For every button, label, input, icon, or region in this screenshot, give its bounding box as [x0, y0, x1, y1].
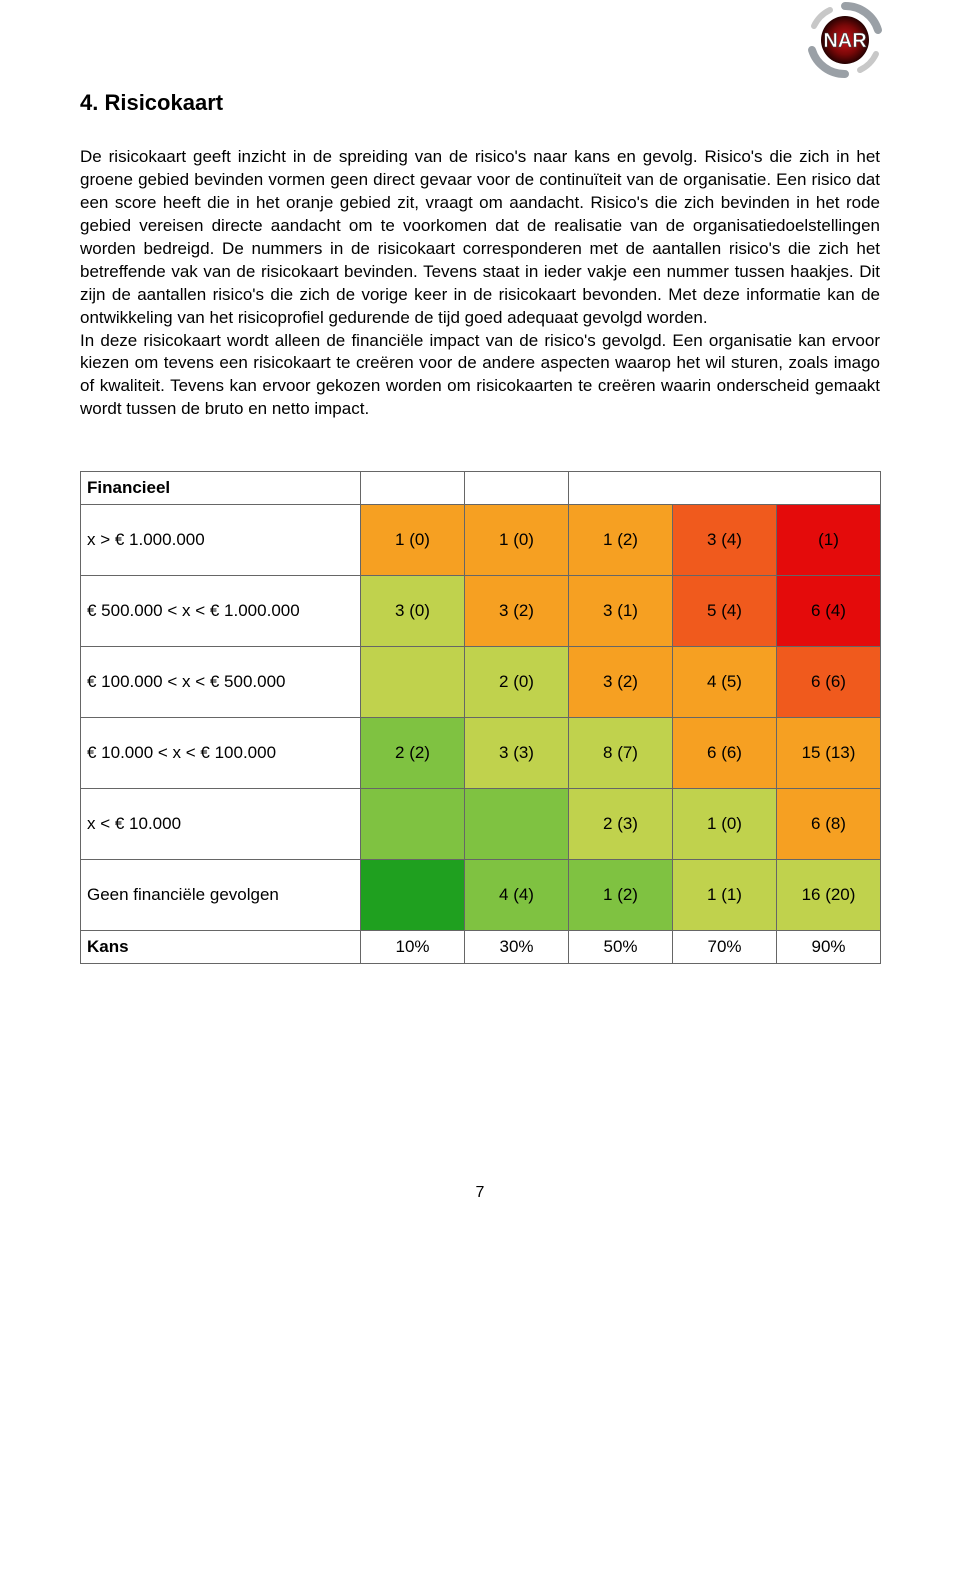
risk-cell: 3 (2): [569, 647, 673, 718]
header-blank: [361, 472, 465, 505]
risk-cell: 1 (2): [569, 860, 673, 931]
header-blank: [673, 472, 777, 505]
risk-cell: 16 (20): [777, 860, 881, 931]
risk-cell: 3 (1): [569, 576, 673, 647]
risk-cell: 6 (6): [673, 718, 777, 789]
footer-label: Kans: [81, 931, 361, 964]
risk-cell: 6 (4): [777, 576, 881, 647]
document-page: NAR 4. Risicokaart De risicokaart geeft …: [0, 0, 960, 1581]
table-row: Geen financiële gevolgen 4 (4) 1 (2) 1 (…: [81, 860, 881, 931]
body-paragraph: De risicokaart geeft inzicht in de sprei…: [80, 146, 880, 421]
risk-cell: 4 (5): [673, 647, 777, 718]
risk-cell: 1 (2): [569, 505, 673, 576]
risk-cell: [361, 647, 465, 718]
row-label: x < € 10.000: [81, 789, 361, 860]
table-footer-row: Kans 10% 30% 50% 70% 90%: [81, 931, 881, 964]
footer-cell: 10%: [361, 931, 465, 964]
svg-text:NAR: NAR: [823, 30, 867, 52]
footer-cell: 30%: [465, 931, 569, 964]
risk-cell: [465, 789, 569, 860]
row-label: Geen financiële gevolgen: [81, 860, 361, 931]
risk-cell: 3 (4): [673, 505, 777, 576]
risk-cell: 1 (0): [361, 505, 465, 576]
table-row: € 100.000 < x < € 500.000 2 (0) 3 (2) 4 …: [81, 647, 881, 718]
risk-cell: 1 (1): [673, 860, 777, 931]
risk-cell: 1 (0): [465, 505, 569, 576]
risk-cell: 3 (0): [361, 576, 465, 647]
risk-cell: 3 (2): [465, 576, 569, 647]
risk-cell: (1): [777, 505, 881, 576]
header-blank: [777, 472, 881, 505]
row-label: € 10.000 < x < € 100.000: [81, 718, 361, 789]
risk-cell: 4 (4): [465, 860, 569, 931]
table-row: € 500.000 < x < € 1.000.000 3 (0) 3 (2) …: [81, 576, 881, 647]
footer-cell: 70%: [673, 931, 777, 964]
table-row: x > € 1.000.000 1 (0) 1 (0) 1 (2) 3 (4) …: [81, 505, 881, 576]
risk-cell: 2 (2): [361, 718, 465, 789]
page-number: 7: [80, 1184, 880, 1202]
nar-logo: NAR: [790, 0, 900, 80]
risk-cell: 1 (0): [673, 789, 777, 860]
row-label: x > € 1.000.000: [81, 505, 361, 576]
table-row: x < € 10.000 2 (3) 1 (0) 6 (8): [81, 789, 881, 860]
risk-cell: 6 (6): [777, 647, 881, 718]
row-label: € 500.000 < x < € 1.000.000: [81, 576, 361, 647]
table-title: Financieel: [81, 472, 361, 505]
risk-cell: 3 (3): [465, 718, 569, 789]
risk-cell: 2 (0): [465, 647, 569, 718]
risk-cell: [361, 789, 465, 860]
risk-cell: 15 (13): [777, 718, 881, 789]
table-row: € 10.000 < x < € 100.000 2 (2) 3 (3) 8 (…: [81, 718, 881, 789]
row-label: € 100.000 < x < € 500.000: [81, 647, 361, 718]
footer-cell: 90%: [777, 931, 881, 964]
footer-cell: 50%: [569, 931, 673, 964]
risk-matrix-table: Financieel x > € 1.000.000 1 (0) 1 (0) 1…: [80, 471, 881, 964]
risk-cell: 8 (7): [569, 718, 673, 789]
header-blank: [465, 472, 569, 505]
risk-cell: 5 (4): [673, 576, 777, 647]
header-blank: [569, 472, 673, 505]
table-header-row: Financieel: [81, 472, 881, 505]
section-heading: 4. Risicokaart: [80, 90, 880, 116]
risk-cell: 6 (8): [777, 789, 881, 860]
risk-cell: [361, 860, 465, 931]
risk-cell: 2 (3): [569, 789, 673, 860]
